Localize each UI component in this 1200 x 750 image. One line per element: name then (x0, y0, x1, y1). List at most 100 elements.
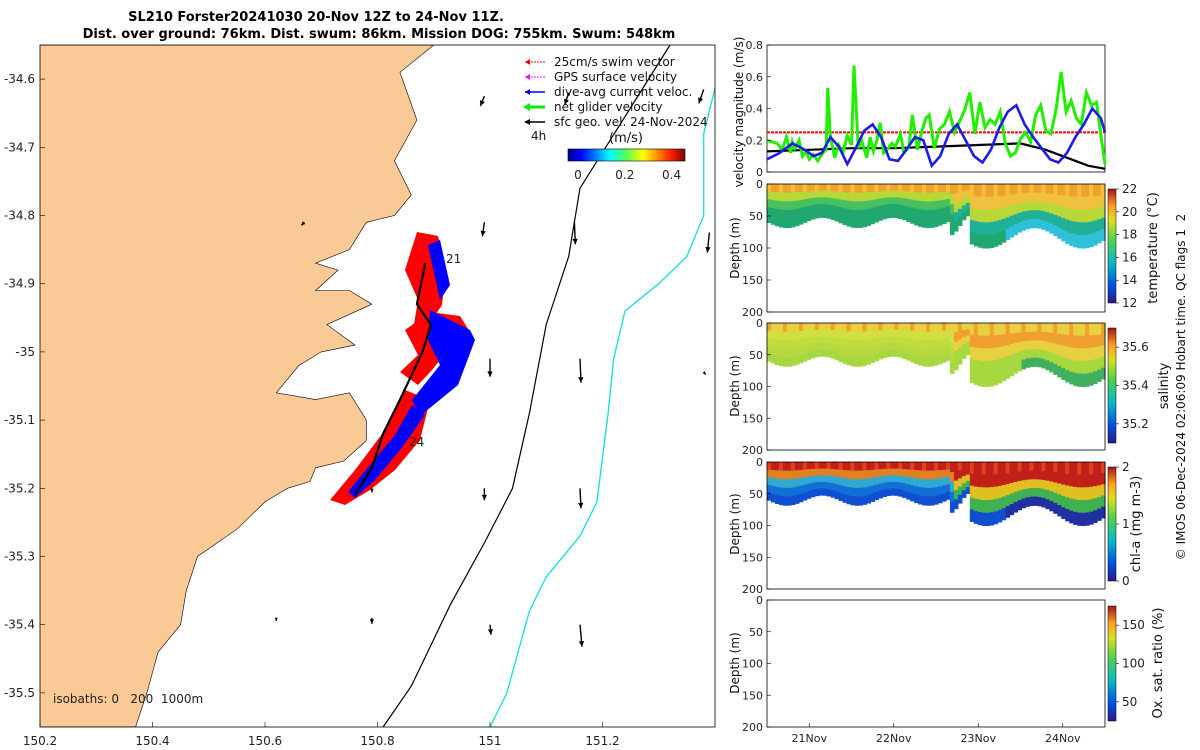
heatmap-cell (957, 494, 963, 504)
heatmap-cell (953, 360, 959, 371)
heatmap-cell (890, 329, 895, 337)
heatmap-cell (882, 197, 887, 206)
oxygen-plot-area (766, 599, 1106, 728)
heatmap-cell (798, 323, 804, 332)
heatmap-cell (882, 190, 887, 199)
day-label-24: 24 (409, 435, 424, 449)
heatmap-cell (1089, 474, 1094, 488)
heatmap-cell (842, 347, 848, 356)
heatmap-cell (926, 184, 931, 194)
heatmap-cell (834, 213, 840, 222)
geo-arrow (481, 488, 487, 501)
heatmap-cell (926, 487, 931, 498)
heatmap-cell (1021, 341, 1027, 351)
heatmap-cell (870, 469, 875, 479)
heatmap-cell (854, 496, 860, 506)
heatmap-cell (782, 487, 788, 498)
heatmap-cell (854, 201, 860, 211)
heatmap-cell (786, 479, 792, 489)
heatmap-cell (1097, 485, 1102, 498)
heatmap-cell (862, 462, 868, 472)
heatmap-cell (902, 330, 907, 338)
heatmap-cell (838, 215, 844, 224)
heatmap-cell (985, 184, 991, 198)
heatmap-cell (945, 484, 951, 493)
heatmap-cell (878, 184, 883, 192)
heatmap-cell (1097, 473, 1102, 486)
heatmap-cell (981, 361, 987, 375)
heatmap-cell (830, 330, 836, 338)
heatmap-cell (814, 204, 820, 212)
heatmap-cell (862, 218, 868, 228)
heatmap-cell (1017, 500, 1023, 511)
heatmap-cell (1077, 196, 1082, 211)
heatmap-cell (953, 221, 959, 232)
depth-tick-label: 200 (742, 444, 763, 457)
heatmap-cell (1089, 360, 1094, 374)
heatmap-cell (1017, 481, 1023, 492)
heatmap-cell (989, 360, 995, 374)
heatmap-cell (906, 323, 911, 332)
heatmap-cell (870, 462, 875, 471)
heatmap-cell (814, 482, 820, 490)
heatmap-cell (1053, 225, 1058, 237)
heatmap-cell (850, 209, 856, 220)
heatmap-cell (782, 479, 788, 489)
heatmap-cell (854, 331, 860, 341)
map-panel: 21 24 isobaths: 0 200 1000m -34.6-34.7-3… (4, 44, 716, 748)
heatmap-cell (997, 509, 1003, 523)
heatmap-cell (886, 329, 891, 337)
heatmap-cell (830, 490, 836, 498)
heatmap-cell (830, 184, 836, 192)
heatmap-cell (918, 331, 923, 341)
heatmap-cell (782, 340, 788, 350)
heatmap-cell (993, 511, 999, 525)
heatmap-cell (1053, 333, 1058, 345)
heatmap-cell (802, 492, 808, 501)
heatmap-cell (822, 184, 828, 192)
heatmap-cell (1097, 184, 1102, 197)
heatmap-cell (941, 485, 947, 494)
heatmap-cell (1073, 347, 1078, 361)
heatmap-cell (961, 351, 967, 359)
heatmap-cell (910, 207, 915, 216)
heatmap-cell (1025, 497, 1031, 507)
heatmap-cell (937, 208, 943, 218)
heatmap-cell (1049, 342, 1054, 353)
heatmap-cell (977, 209, 983, 223)
heatmap-cell (1029, 488, 1035, 498)
heatmap-cell (1097, 357, 1102, 371)
heatmap-cell (1101, 495, 1106, 508)
heatmap-cell (1061, 195, 1066, 208)
heatmap-cell (906, 345, 911, 354)
heatmap-cell (1093, 347, 1098, 360)
heatmap-cell (1069, 474, 1074, 487)
heatmap-cell (977, 360, 983, 374)
heatmap-cell (830, 469, 836, 477)
heatmap-cell (1085, 234, 1090, 249)
heatmap-cell (1077, 499, 1082, 514)
heatmap-cell (886, 349, 891, 358)
heatmap-cell (1037, 184, 1042, 194)
heatmap-cell (926, 470, 931, 480)
heatmap-cell (989, 196, 995, 210)
heatmap-cell (894, 488, 899, 496)
heatmap-cell (846, 217, 852, 227)
heatmap-cell (934, 462, 939, 472)
heatmap-cell (826, 197, 832, 206)
heatmap-cell (767, 323, 772, 332)
heatmap-cell (806, 344, 812, 353)
heatmap-cell (810, 211, 816, 220)
heatmap-cell (969, 497, 975, 511)
heatmap-cell (1097, 369, 1102, 382)
heatmap-cell (930, 209, 935, 220)
heatmap-cell (1033, 479, 1038, 489)
heatmap-cell (842, 192, 848, 201)
heatmap-cell (1077, 360, 1082, 375)
heatmap-cell (874, 345, 879, 354)
depth-tick-label: 100 (742, 381, 763, 394)
heatmap-cell (977, 474, 983, 488)
heatmap-cell (894, 329, 899, 337)
heatmap-cell (814, 197, 820, 205)
heatmap-cell (957, 478, 963, 488)
